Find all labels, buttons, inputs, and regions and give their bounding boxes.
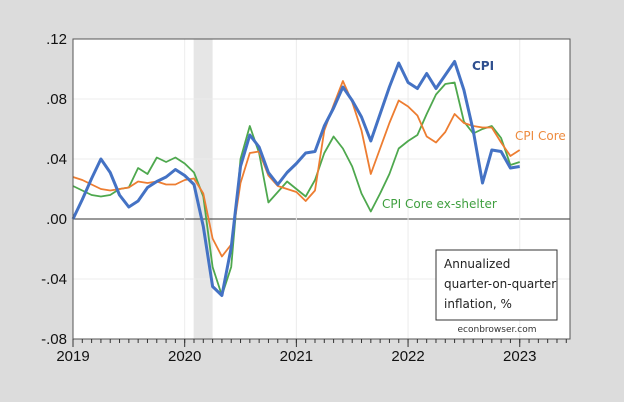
y-tick-label: .00 — [46, 211, 67, 228]
annotation-line-2: quarter-on-quarter — [444, 277, 556, 291]
x-tick-label: 2019 — [56, 348, 89, 365]
x-tick-label: 2022 — [391, 348, 424, 365]
x-tick-label: 2021 — [280, 348, 313, 365]
x-tick-label: 2023 — [503, 348, 536, 365]
label-cpi: CPI — [472, 59, 494, 73]
y-tick-label: .04 — [46, 151, 67, 168]
y-tick-label: -.04 — [41, 271, 67, 288]
y-tick-label: .08 — [46, 91, 67, 108]
annotation-line-1: Annualized — [444, 257, 510, 271]
label-cpi-core: CPI Core — [515, 129, 566, 143]
y-tick-label: .12 — [46, 31, 67, 48]
annotation-line-3: inflation, % — [444, 297, 512, 311]
series-line-cpi-core-ex-shelter — [72, 81, 520, 297]
x-tick-label: 2020 — [168, 348, 201, 365]
source-label: econbrowser.com — [458, 325, 537, 335]
label-cpi-core-ex-shelter: CPI Core ex-shelter — [382, 197, 497, 211]
series-line-cpi — [71, 60, 520, 297]
annotation-box — [435, 249, 558, 321]
series-line-cpi-core — [72, 80, 521, 258]
plot-frame — [72, 38, 571, 340]
y-tick-label: -.08 — [41, 331, 67, 348]
